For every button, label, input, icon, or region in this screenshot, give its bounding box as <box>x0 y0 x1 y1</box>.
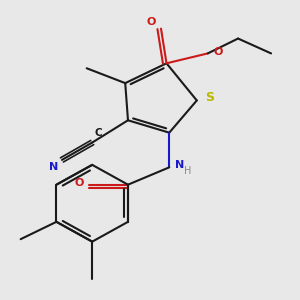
Text: O: O <box>75 178 84 188</box>
Text: O: O <box>146 17 155 27</box>
Text: O: O <box>213 47 223 57</box>
Text: H: H <box>184 166 191 176</box>
Text: N: N <box>49 162 58 172</box>
Text: S: S <box>205 92 214 104</box>
Text: N: N <box>175 160 184 170</box>
Text: C: C <box>95 128 103 138</box>
